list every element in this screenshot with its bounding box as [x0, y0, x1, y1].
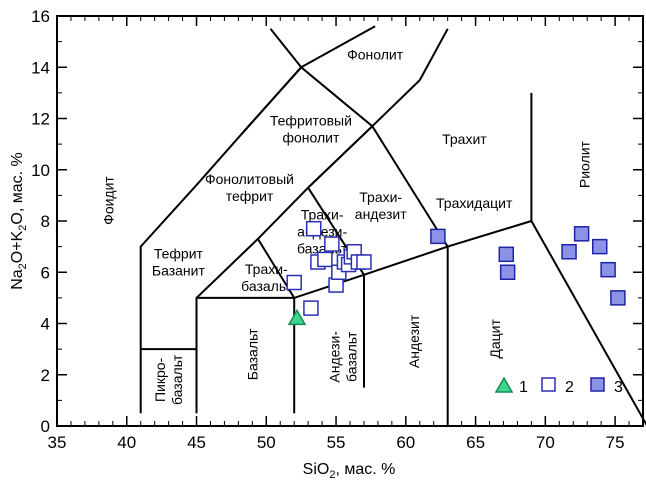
legend-marker-1	[494, 376, 514, 393]
legend-label-3: 3	[614, 379, 623, 396]
field-label-line: базальт	[241, 278, 292, 294]
point-series-2	[317, 251, 333, 268]
field-label-line: Трахидацит	[436, 195, 513, 211]
point-series-3	[591, 238, 608, 255]
field-label-line: Трахит	[442, 131, 487, 147]
y-tick-label: 4	[41, 315, 50, 334]
field-label: Базальт	[244, 328, 260, 380]
point-series-3	[573, 226, 590, 242]
field-label-line: андези-	[297, 223, 347, 239]
y-tick-label: 10	[31, 161, 50, 180]
legend-label-2: 2	[565, 379, 574, 396]
legend-marker-2	[541, 377, 556, 392]
field-label-line: тефрит	[226, 188, 274, 204]
field-label-line: Фонолитовый	[205, 171, 294, 187]
field-boundary	[269, 28, 302, 68]
field-boundary	[418, 28, 449, 81]
legend: 1 2 3	[494, 376, 623, 396]
field-label: Трахидацит	[436, 195, 513, 211]
field-label: Фоидит	[101, 176, 117, 225]
x-tick-label: 40	[117, 433, 136, 452]
field-label-line: Трахи-	[301, 206, 344, 222]
field-label-line: базальт	[169, 354, 185, 405]
legend-label-1: 1	[519, 379, 528, 396]
field-label: Трахи-андезит	[355, 189, 407, 222]
point-series-2	[328, 277, 344, 293]
field-label-line: Тефрит	[154, 246, 204, 262]
field-label-line: Базанит	[152, 263, 206, 279]
field-label: Трахи-андези-базальт	[297, 206, 348, 256]
legend-marker-3	[590, 377, 605, 392]
field-label: Тефритовый фонолит	[270, 112, 352, 145]
field-boundary	[243, 66, 302, 132]
y-tick-label: 16	[31, 7, 50, 26]
field-boundary	[371, 79, 421, 127]
field-label-line: Трахи-	[359, 189, 402, 205]
field-label-line: Дацит	[487, 319, 503, 359]
field-label: Андези-базальт	[327, 331, 360, 383]
y-tick-label: 0	[41, 417, 50, 436]
point-series-3	[430, 228, 446, 245]
field-label: Андезит	[406, 314, 422, 368]
field-label-line: Фонолит	[347, 46, 404, 62]
point-series-3	[600, 261, 616, 278]
point-series-2	[303, 300, 319, 316]
x-tick-label: 60	[396, 433, 415, 452]
x-tick-label: 55	[327, 433, 346, 452]
field-boundary	[307, 125, 373, 189]
field-boundary	[196, 219, 646, 426]
x-tick-label: 65	[466, 433, 485, 452]
field-label-line: Трахи-	[245, 261, 288, 277]
point-series-2	[305, 220, 322, 237]
field-label: Фонолитовый тефрит	[205, 171, 294, 204]
field-label-line: Риолит	[576, 140, 592, 188]
field-boundary	[300, 25, 376, 69]
point-series-3	[499, 264, 516, 280]
point-series-3	[610, 290, 626, 306]
field-boundaries	[139, 25, 646, 426]
x-axis-label: SiO2, мас. %	[303, 461, 396, 481]
point-series-2	[324, 236, 340, 252]
field-label: Трахит	[442, 131, 487, 147]
point-series-3	[561, 244, 577, 260]
point-series-3	[498, 246, 515, 263]
field-label: Пикро-базальт	[152, 354, 185, 405]
x-axis-ticks: 35 40 45 50 55 60 65 70 75	[48, 16, 630, 452]
y-tick-label: 14	[31, 58, 50, 77]
data-points	[286, 220, 626, 326]
field-boundary	[139, 65, 374, 414]
field-label-line: базальт	[344, 331, 360, 382]
field-label-line: Андезит	[406, 314, 422, 368]
y-tick-label: 2	[41, 366, 50, 385]
field-label-line: Пикро-	[152, 357, 168, 402]
y-tick-label: 12	[31, 110, 50, 129]
field-label: Трахи-базальт	[241, 261, 292, 294]
field-label: Дацит	[487, 319, 503, 359]
y-axis-label: Na2O+K2O, мас. %	[9, 152, 29, 290]
field-label-line: Андези-	[327, 331, 343, 383]
y-tick-label: 8	[41, 212, 50, 231]
field-boundary	[371, 125, 449, 248]
x-tick-label: 35	[48, 433, 67, 452]
field-label: Риолит	[576, 140, 592, 188]
x-tick-label: 70	[536, 433, 555, 452]
field-label-line: Тефритовый	[270, 112, 352, 128]
field-labels: Фонолит Тефритовый фонолит Трахит Фонолитовы…	[101, 46, 593, 405]
field-label: Фонолит	[347, 46, 404, 62]
y-tick-label: 6	[41, 263, 50, 282]
point-series-2	[356, 254, 372, 270]
x-tick-label: 45	[187, 433, 206, 452]
x-tick-label: 75	[606, 433, 625, 452]
field-label: Тефрит Базанит	[152, 246, 206, 279]
x-tick-label: 50	[257, 433, 276, 452]
field-label-line: фонолит	[282, 129, 340, 145]
field-label-line: Базальт	[244, 328, 260, 380]
point-series-1	[287, 308, 307, 326]
field-label-line: андезит	[355, 206, 407, 222]
point-series-2	[286, 274, 302, 291]
field-label-line: Фоидит	[101, 176, 117, 225]
